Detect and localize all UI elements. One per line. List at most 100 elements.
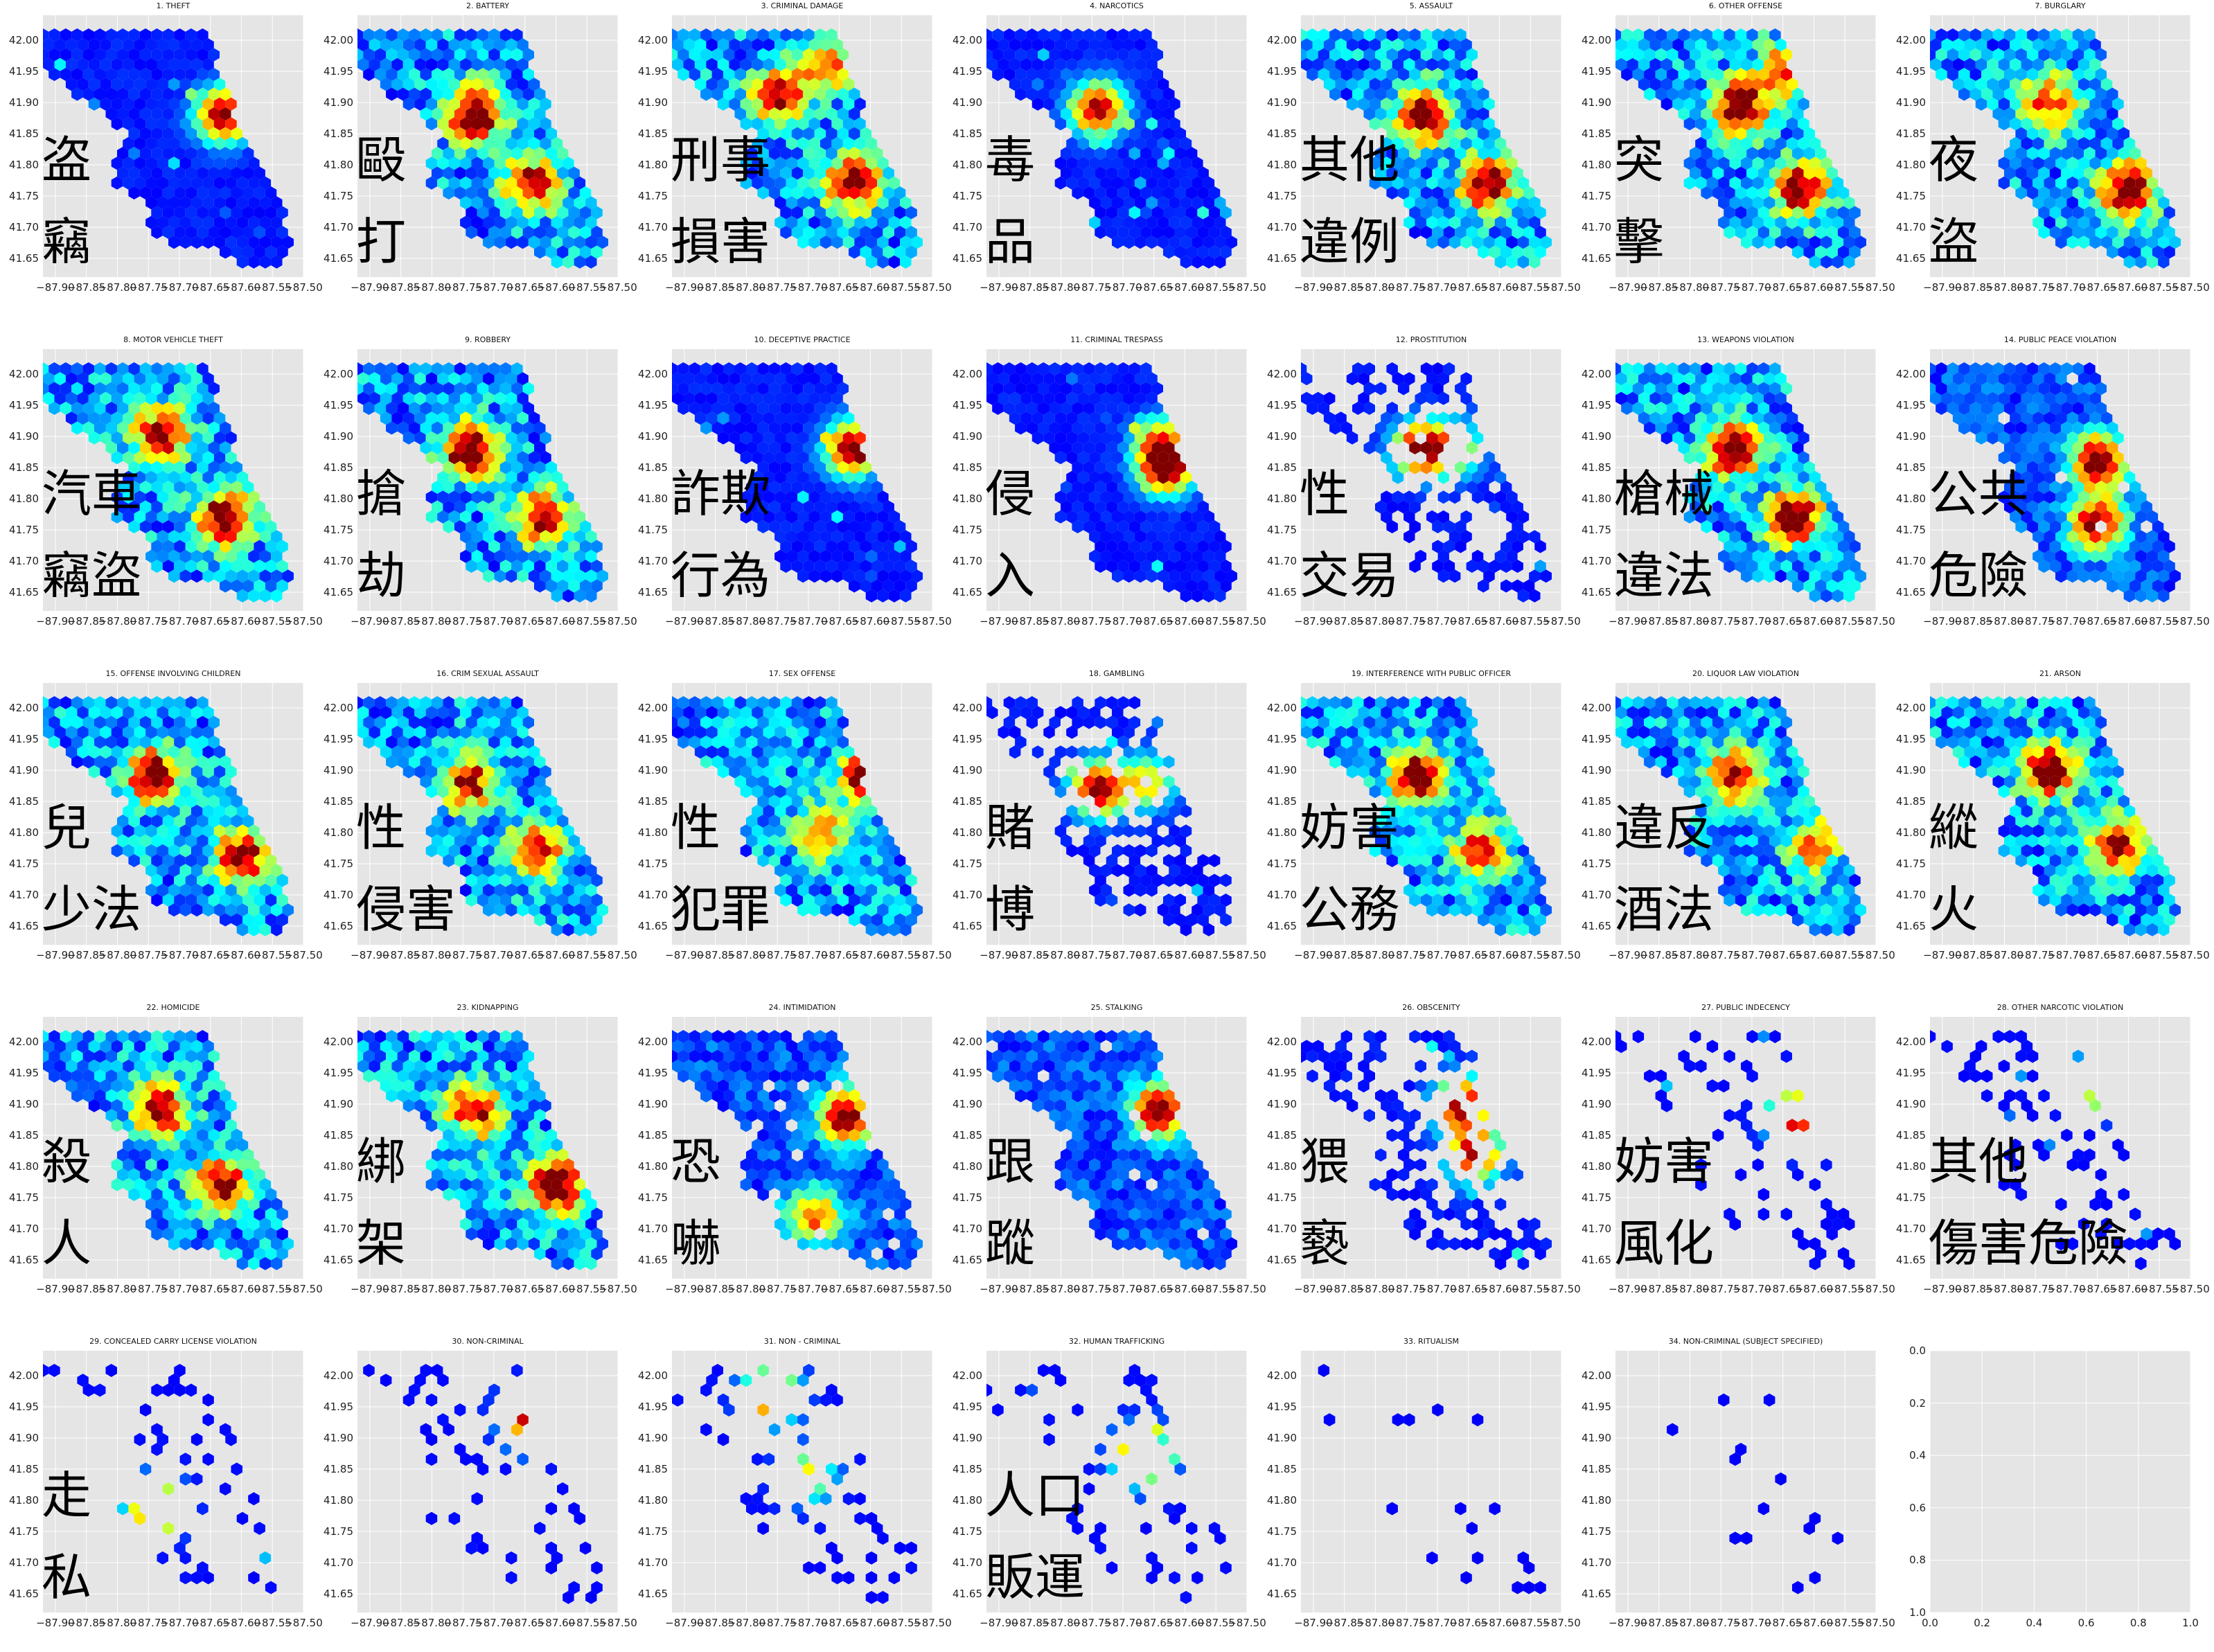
hexbin-cell — [499, 166, 512, 180]
hexbin-cell — [505, 157, 517, 170]
hexbin-cell — [1072, 68, 1083, 81]
hexbin-cell — [820, 157, 832, 170]
hexbin-cell — [1843, 196, 1855, 210]
hexbin-cell — [1100, 176, 1112, 190]
hexbin-cell — [1471, 97, 1484, 111]
hexbin-cell — [1683, 157, 1696, 170]
hexbin-cell — [842, 136, 855, 150]
hexbin-cell — [168, 38, 180, 52]
hexbin-cell — [505, 78, 517, 91]
hexbin-cell — [1369, 117, 1381, 131]
hexbin-cell — [123, 38, 134, 52]
hexbin-cell — [213, 236, 226, 249]
hexbin-cell — [1775, 215, 1787, 229]
hexbin-cell — [466, 147, 477, 160]
chart-panel-9: 9. ROBBERY 42.00 41.95 41.90 41.85 41.80 41.75… — [324, 335, 637, 628]
hexbin-cell — [1803, 186, 1815, 199]
y-tick-label: 41.95 — [1896, 65, 1926, 78]
hexbin-cell — [746, 147, 758, 160]
hexbin-cell — [1627, 57, 1638, 71]
hexbin-cell — [477, 226, 489, 239]
hexbin-cell — [1203, 176, 1215, 190]
hexbin-cell — [786, 117, 797, 131]
hexbin-cell — [2021, 97, 2033, 111]
hexbin-cell — [752, 136, 763, 150]
x-tick-label: −87.85 — [67, 281, 106, 294]
hexbin-cell — [1106, 166, 1118, 180]
hexbin-cell — [151, 206, 163, 220]
y-tick-label: 41.90 — [9, 430, 39, 443]
hexbin-cell — [1077, 136, 1090, 150]
y-tick-label: 41.65 — [1896, 586, 1926, 598]
hexbin-cell — [391, 57, 403, 71]
hexbin-cell — [1174, 226, 1186, 239]
hexbin-cell — [185, 68, 197, 81]
hexbin-cell — [528, 97, 540, 111]
hexbin-cell — [1849, 206, 1861, 220]
y-tick-label: 41.75 — [9, 190, 39, 202]
hexbin-cell — [271, 255, 283, 269]
hexbin-cell — [1724, 186, 1735, 199]
hexbin-cell — [1964, 38, 1976, 52]
hexbin-cell — [1426, 215, 1438, 229]
hexbin-cell — [678, 68, 689, 81]
hexbin-cell — [1329, 48, 1341, 62]
hexbin-cell — [883, 206, 894, 220]
overlay-label: 竊 — [42, 213, 92, 271]
hexbin-cell — [1832, 196, 1844, 210]
hexbin-cell — [1386, 68, 1398, 81]
hexbin-cell — [803, 68, 815, 81]
hexbin-cell — [483, 236, 495, 249]
hexbin-cell — [1443, 48, 1455, 62]
hexbin-cell — [1307, 28, 1318, 42]
hexbin-cell — [694, 78, 707, 91]
hexbin-cell — [1386, 147, 1398, 160]
hexbin-cell — [1763, 38, 1775, 52]
hexbin-cell — [1512, 206, 1523, 220]
hexbin-cell — [1683, 57, 1696, 71]
hexbin-cell — [1369, 176, 1381, 190]
hexbin-cell — [1072, 166, 1083, 180]
hexbin-cell — [511, 107, 523, 121]
hexbin-cell — [574, 236, 586, 249]
y-tick-label: 41.65 — [9, 920, 39, 932]
hexbin-cell — [888, 176, 901, 190]
hexbin-cell — [1369, 97, 1381, 111]
hexbin-cell — [2038, 87, 2050, 101]
hexbin-cell — [711, 28, 723, 42]
hexbin-cell — [2021, 57, 2033, 71]
hexbin-cell — [1134, 57, 1146, 71]
y-tick-label: 41.65 — [1582, 586, 1611, 598]
hexbin-cell — [151, 48, 163, 62]
hexbin-cell — [1809, 196, 1821, 210]
hexbin-cell — [837, 186, 849, 199]
hexbin-cell — [477, 166, 489, 180]
hexbin-cell — [1117, 166, 1129, 180]
hexbin-cell — [740, 97, 752, 111]
hexbin-cell — [409, 28, 420, 42]
hexbin-cell — [1494, 157, 1507, 170]
hexbin-cell — [1083, 68, 1095, 81]
hexbin-cell — [803, 107, 815, 121]
hexbin-cell — [162, 186, 175, 199]
hexbin-cell — [511, 147, 523, 160]
hexbin-cell — [1128, 87, 1141, 101]
hexbin-cell — [1437, 78, 1449, 91]
hexbin-cell — [77, 38, 89, 52]
hexbin-cell — [1672, 97, 1684, 111]
hexbin-cell — [71, 28, 83, 42]
hexbin-cell — [1375, 87, 1387, 101]
hexbin-cell — [505, 136, 517, 150]
hexbin-cell — [202, 136, 214, 150]
hexbin-cell — [1174, 186, 1186, 199]
hexbin-cell — [1832, 215, 1844, 229]
chart-panel-10: 10. DECEPTIVE PRACTICE 42.00 41.95 41.90 41.… — [638, 335, 952, 628]
hexbin-cell — [1746, 87, 1758, 101]
hexbin-cell — [1432, 206, 1444, 220]
hexbin-cell — [2107, 87, 2118, 101]
hexbin-cell — [1757, 107, 1770, 121]
hexbin-cell — [797, 117, 809, 131]
hexbin-cell — [220, 107, 231, 121]
hexbin-cell — [1724, 87, 1735, 101]
hexbin-cell — [225, 176, 237, 190]
